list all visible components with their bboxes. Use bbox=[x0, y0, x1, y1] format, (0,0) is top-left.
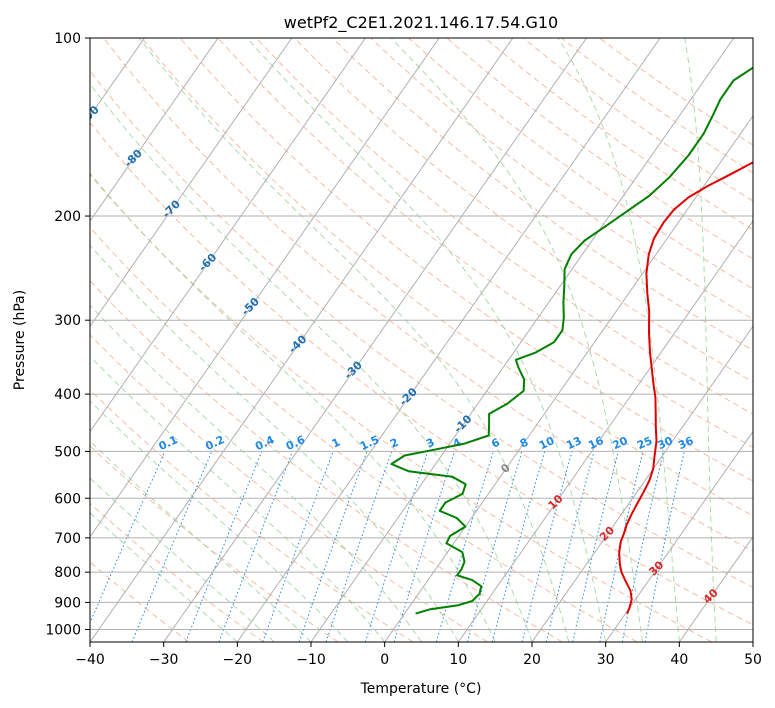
isotherm-line bbox=[236, 38, 661, 642]
isotherm-line bbox=[90, 38, 219, 222]
mixing-ratio-line bbox=[364, 451, 429, 642]
moist-adiabat bbox=[90, 512, 238, 642]
y-tick-label: 1000 bbox=[45, 622, 81, 638]
moist-adiabat bbox=[90, 172, 496, 642]
isotherm-line bbox=[90, 38, 440, 538]
mixing-ratio-labels: 0.1 0.2 0.4 0.6 1 1.5 2 3 4 6 8 10 13 16 20 25 30 36 bbox=[157, 433, 696, 453]
y-tick-label: 400 bbox=[54, 387, 81, 403]
dry-adiabat bbox=[90, 226, 638, 642]
y-tick-label: 100 bbox=[54, 31, 81, 47]
isotherm-line bbox=[90, 38, 514, 642]
dry-adiabat bbox=[217, 38, 753, 448]
mixing-ratio-label: 20 bbox=[610, 434, 630, 452]
mixing-ratio-line bbox=[467, 451, 523, 642]
mixing-ratio-line bbox=[218, 451, 294, 642]
mixing-ratio-line bbox=[262, 451, 334, 642]
mixing-ratio-line bbox=[325, 451, 393, 642]
x-tick-label: 10 bbox=[449, 652, 467, 668]
dry-adiabat bbox=[90, 173, 712, 642]
isotherm-line bbox=[90, 38, 293, 328]
mixing-ratio-label: 13 bbox=[564, 434, 583, 452]
isotherm-line bbox=[310, 38, 735, 642]
y-tick-label: 500 bbox=[54, 444, 81, 460]
y-tick-label: 900 bbox=[54, 595, 81, 611]
mixing-ratio-line bbox=[435, 451, 494, 642]
y-axis: 100 200 300 400 500 600 700 800 900 1000 bbox=[45, 31, 90, 638]
dry-adiabat bbox=[90, 334, 488, 642]
dry-adiabat bbox=[90, 121, 753, 626]
isotherm-line bbox=[605, 430, 753, 642]
mixing-ratio-label: 25 bbox=[635, 434, 654, 452]
profile-series bbox=[390, 66, 753, 615]
dry-adiabat bbox=[408, 38, 753, 290]
isotherm-line bbox=[457, 220, 753, 642]
moist-adiabat bbox=[90, 355, 386, 642]
dewpoint-profile-line bbox=[390, 66, 753, 615]
mixing-ratio-label: 36 bbox=[676, 434, 696, 452]
moist-adiabat bbox=[90, 304, 422, 642]
x-tick-label: 40 bbox=[670, 652, 688, 668]
moist-adiabat bbox=[557, 38, 680, 642]
mixing-ratio-line bbox=[131, 451, 213, 642]
pressure-gridlines bbox=[90, 38, 753, 630]
mixing-ratio-line bbox=[521, 451, 573, 642]
moist-adiabat bbox=[138, 38, 570, 642]
mixing-ratio-line bbox=[90, 451, 166, 625]
x-tick-label: 30 bbox=[597, 652, 615, 668]
isotherm-line bbox=[163, 38, 587, 642]
plot-area: -100-90-80-70-60-50-40-30-20-10010203040… bbox=[90, 38, 753, 642]
y-tick-label: 200 bbox=[54, 209, 81, 225]
x-tick-label: −40 bbox=[75, 652, 105, 668]
x-axis: −40 −30 −20 −10 0 10 20 30 40 50 bbox=[75, 642, 762, 668]
mixing-ratio-line bbox=[572, 451, 619, 642]
mixing-ratio-label: 16 bbox=[586, 434, 606, 452]
dry-adiabat bbox=[141, 38, 753, 517]
y-tick-label: 600 bbox=[54, 491, 81, 507]
y-axis-title: Pressure (hPa) bbox=[12, 290, 28, 390]
dry-adiabat bbox=[90, 279, 563, 642]
x-tick-label: −30 bbox=[149, 652, 179, 668]
dry-adiabat bbox=[90, 502, 264, 642]
isotherms bbox=[90, 38, 753, 642]
y-tick-label: 700 bbox=[54, 531, 81, 547]
moist-adiabat bbox=[390, 38, 643, 642]
dry-adiabat bbox=[90, 70, 753, 589]
plot-frame bbox=[89, 37, 754, 643]
x-tick-label: −20 bbox=[223, 652, 253, 668]
mixing-ratio-line bbox=[298, 451, 368, 642]
x-tick-label: 50 bbox=[744, 652, 762, 668]
mixing-ratio-line bbox=[545, 451, 595, 642]
isotherm-line bbox=[678, 535, 753, 642]
moist-adiabat bbox=[90, 477, 275, 642]
x-tick-label: 0 bbox=[380, 652, 389, 668]
isotherm-line bbox=[531, 325, 753, 642]
y-tick-label: 300 bbox=[54, 313, 81, 329]
temperature-profile-line bbox=[618, 161, 753, 614]
x-tick-label: −10 bbox=[296, 652, 326, 668]
chart-title: wetPf2_C2E1.2021.146.17.54.G10 bbox=[284, 13, 558, 33]
mixing-ratio-label: 30 bbox=[656, 434, 676, 452]
dry-adiabat bbox=[255, 38, 753, 415]
moist-adiabat bbox=[90, 83, 533, 642]
isotherm-line bbox=[384, 114, 753, 642]
moist-adiabat bbox=[90, 244, 459, 642]
dry-adiabat bbox=[294, 38, 753, 383]
x-tick-label: 20 bbox=[523, 652, 541, 668]
isotherm-line bbox=[90, 38, 366, 433]
mixing-ratio-line bbox=[185, 451, 263, 642]
mixing-ratio-label: 10 bbox=[537, 434, 557, 452]
moist-adiabats bbox=[90, 38, 717, 642]
y-tick-label: 800 bbox=[54, 565, 81, 581]
dry-adiabat bbox=[103, 38, 753, 552]
moist-adiabat bbox=[684, 38, 717, 642]
moist-adiabat bbox=[246, 38, 607, 642]
x-axis-title: Temperature (°C) bbox=[360, 681, 482, 697]
